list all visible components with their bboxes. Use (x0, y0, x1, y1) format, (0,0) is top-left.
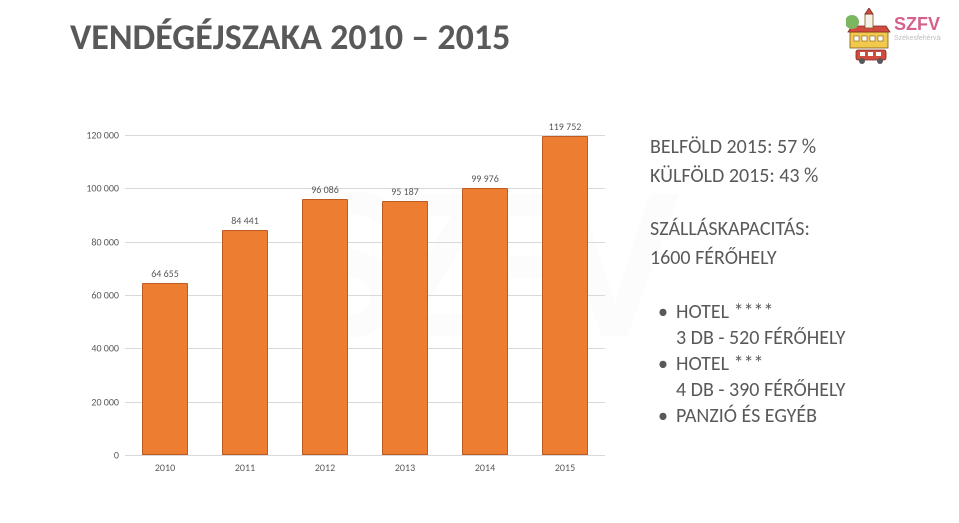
capacity-heading: SZÁLLÁSKAPACITÁS: (650, 217, 930, 242)
bar: 84 441 (222, 230, 268, 455)
svg-text:SZFV: SZFV (894, 14, 940, 34)
y-tick-label: 80 000 (91, 235, 119, 248)
bullet-hotel4-label: HOTEL **** (676, 299, 773, 325)
bar-value-label: 64 655 (151, 267, 179, 280)
bar-chart: 020 00040 00060 00080 000100 000120 0006… (75, 135, 605, 485)
bullet-panzio: • PANZIÓ ÉS EGYÉB (650, 403, 930, 429)
gridline (125, 135, 605, 136)
x-tick-label: 2010 (155, 461, 175, 474)
gridline (125, 348, 605, 349)
y-tick-label: 120 000 (86, 129, 119, 142)
gridline (125, 402, 605, 403)
gridline (125, 188, 605, 189)
bar: 99 976 (462, 188, 508, 455)
y-tick-label: 20 000 (91, 395, 119, 408)
y-tick-label: 40 000 (91, 342, 119, 355)
stat-kulfold: KÜLFÖLD 2015: 43 % (650, 164, 930, 189)
stat-belfold: BELFÖLD 2015: 57 % (650, 135, 930, 160)
bar-value-label: 96 086 (311, 183, 339, 196)
bullet-hotel3: • HOTEL *** (650, 351, 930, 377)
x-tick-label: 2013 (395, 461, 415, 474)
page-title: VENDÉGÉJSZAKA 2010 – 2015 (70, 15, 510, 59)
svg-text:Székesfehérvár: Székesfehérvár (894, 35, 941, 42)
bullet-dot-icon: • (650, 299, 676, 325)
bar: 95 187 (382, 201, 428, 455)
bar-value-label: 84 441 (231, 214, 259, 227)
hotel3-sub: 4 DB - 390 FÉRŐHELY (676, 377, 930, 403)
bullet-hotel3-label: HOTEL *** (676, 351, 764, 377)
capacity-value: 1600 FÉRŐHELY (650, 246, 930, 271)
bar: 119 752 (542, 136, 588, 455)
bullet-hotel4: • HOTEL **** (650, 299, 930, 325)
bullet-dot-icon: • (650, 403, 676, 429)
bar-value-label: 95 187 (391, 185, 419, 198)
bar-value-label: 119 752 (549, 120, 582, 133)
szfv-logo: SZFV Székesfehérvár (846, 8, 941, 73)
y-tick-label: 0 (114, 449, 119, 462)
bullet-dot-icon: • (650, 351, 676, 377)
y-tick-label: 100 000 (86, 182, 119, 195)
bar: 96 086 (302, 199, 348, 455)
gridline (125, 295, 605, 296)
side-info-panel: BELFÖLD 2015: 57 % KÜLFÖLD 2015: 43 % SZ… (650, 135, 930, 429)
x-tick-label: 2011 (235, 461, 255, 474)
x-tick-label: 2015 (555, 461, 575, 474)
x-tick-label: 2014 (475, 461, 495, 474)
bar-value-label: 99 976 (471, 172, 499, 185)
gridline (125, 242, 605, 243)
bullet-panzio-label: PANZIÓ ÉS EGYÉB (676, 403, 817, 429)
x-tick-label: 2012 (315, 461, 335, 474)
hotel4-sub: 3 DB - 520 FÉRŐHELY (676, 325, 930, 351)
bar: 64 655 (142, 283, 188, 455)
y-tick-label: 60 000 (91, 289, 119, 302)
